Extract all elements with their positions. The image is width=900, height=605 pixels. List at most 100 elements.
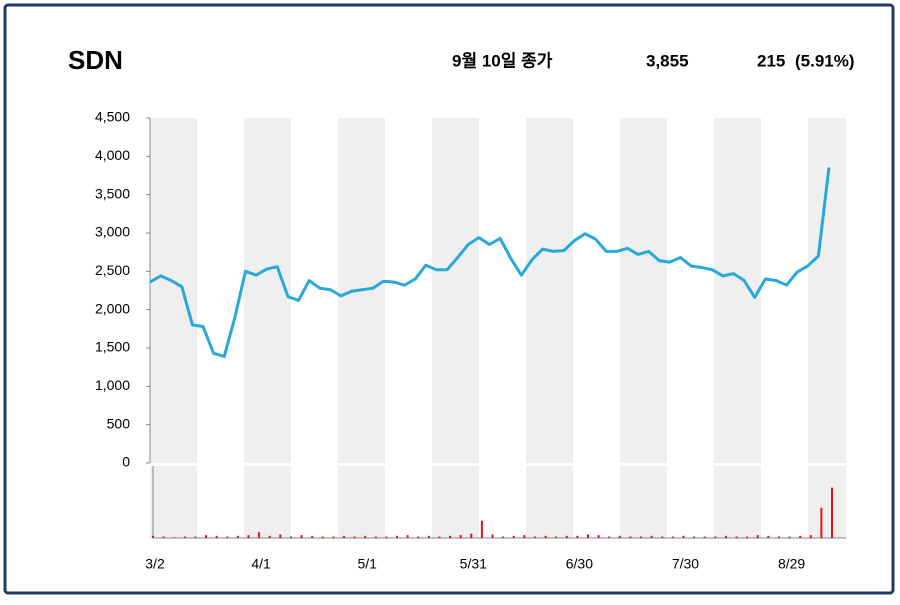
volume-bar: [374, 536, 377, 538]
volume-bar: [364, 535, 367, 538]
y-tick-label: 0: [122, 454, 130, 470]
volume-bar: [353, 536, 356, 538]
volume-bar: [799, 535, 802, 538]
x-tick-label: 3/2: [145, 556, 165, 572]
volume-bar: [650, 535, 653, 538]
volume-bar: [300, 535, 303, 538]
background-bands: [150, 118, 846, 538]
volume-bar: [406, 535, 409, 538]
x-tick-label: 7/30: [672, 556, 699, 572]
volume-bar: [470, 533, 473, 538]
volume-bar: [480, 520, 483, 538]
volume-bar: [385, 536, 388, 538]
volume-bar: [756, 535, 759, 538]
band: [526, 466, 573, 538]
volume-bar: [777, 536, 780, 538]
volume-bar: [523, 535, 526, 538]
band: [526, 118, 573, 463]
band: [244, 466, 291, 538]
volume-bar: [608, 536, 611, 538]
y-tick-label: 4,000: [95, 147, 130, 163]
band: [714, 118, 761, 463]
volume-bar: [809, 535, 812, 538]
volume-bar: [427, 535, 430, 538]
band: [808, 118, 846, 463]
volume-bar: [661, 536, 664, 538]
volume-bar: [279, 534, 282, 538]
volume-bar: [746, 536, 749, 538]
volume-bar: [247, 535, 250, 538]
x-tick-label: 5/31: [460, 556, 487, 572]
y-tick-label: 1,000: [95, 377, 130, 393]
y-tick-label: 3,500: [95, 185, 130, 201]
volume-bar: [714, 536, 717, 538]
volume-bar: [289, 536, 292, 538]
band: [620, 466, 667, 538]
volume-bar: [544, 535, 547, 538]
volume-bar: [332, 536, 335, 538]
change: 215: [757, 51, 785, 70]
volume-bar: [236, 535, 239, 538]
y-tick-label: 3,000: [95, 224, 130, 240]
volume-bar: [438, 536, 441, 538]
volume-bar: [597, 535, 600, 538]
volume-bar: [258, 532, 261, 538]
volume-bar: [321, 536, 324, 538]
band: [714, 466, 761, 538]
volume-bar: [215, 535, 218, 538]
volume-bar: [183, 536, 186, 538]
volume-bar: [640, 536, 643, 538]
band: [150, 466, 197, 538]
volume-bar: [512, 535, 515, 538]
volume-bar: [162, 536, 165, 538]
y-tick-label: 4,500: [95, 109, 130, 125]
volume-bar: [618, 535, 621, 538]
volume-bar: [417, 536, 420, 538]
volume-bar: [555, 536, 558, 538]
volume-bar: [565, 535, 568, 538]
volume-bar: [173, 537, 176, 538]
band: [808, 466, 846, 538]
band: [150, 118, 197, 463]
x-tick-label: 4/1: [251, 556, 271, 572]
volume-bar: [449, 535, 452, 538]
volume-bar: [586, 534, 589, 538]
y-tick-label: 500: [107, 415, 131, 431]
volume-bar: [703, 536, 706, 538]
volume-bar: [533, 536, 536, 538]
volume-bar: [396, 535, 399, 538]
y-tick-label: 2,000: [95, 300, 130, 316]
chart-title: SDN: [68, 45, 123, 75]
volume-bar: [194, 536, 197, 538]
volume-bar: [682, 535, 685, 538]
y-tick-label: 2,500: [95, 262, 130, 278]
volume-bar: [502, 536, 505, 538]
x-tick-label: 5/1: [357, 556, 377, 572]
y-tick-label: 1,500: [95, 339, 130, 355]
volume-bar: [724, 535, 727, 538]
close-price: 3,855: [646, 51, 689, 70]
volume-bar: [152, 535, 154, 538]
volume-bar: [576, 535, 579, 538]
volume-bar: [226, 536, 229, 538]
volume-bar: [311, 535, 314, 538]
volume-bar: [268, 535, 271, 538]
volume-bar: [831, 487, 833, 538]
volume-bar: [205, 535, 208, 538]
close-label: 9월 10일 종가: [452, 51, 553, 70]
volume-bar: [735, 536, 738, 538]
volume-bar: [693, 536, 696, 538]
band: [432, 466, 479, 538]
band: [338, 466, 385, 538]
band: [244, 118, 291, 463]
x-tick-label: 8/29: [778, 556, 805, 572]
volume-bar: [788, 536, 791, 538]
change-pct: (5.91%): [795, 51, 855, 70]
volume-bar: [767, 535, 770, 538]
volume-bar: [491, 534, 494, 538]
band: [432, 118, 479, 463]
band: [620, 118, 667, 463]
volume-bar: [459, 535, 462, 538]
volume-bar: [820, 507, 823, 538]
